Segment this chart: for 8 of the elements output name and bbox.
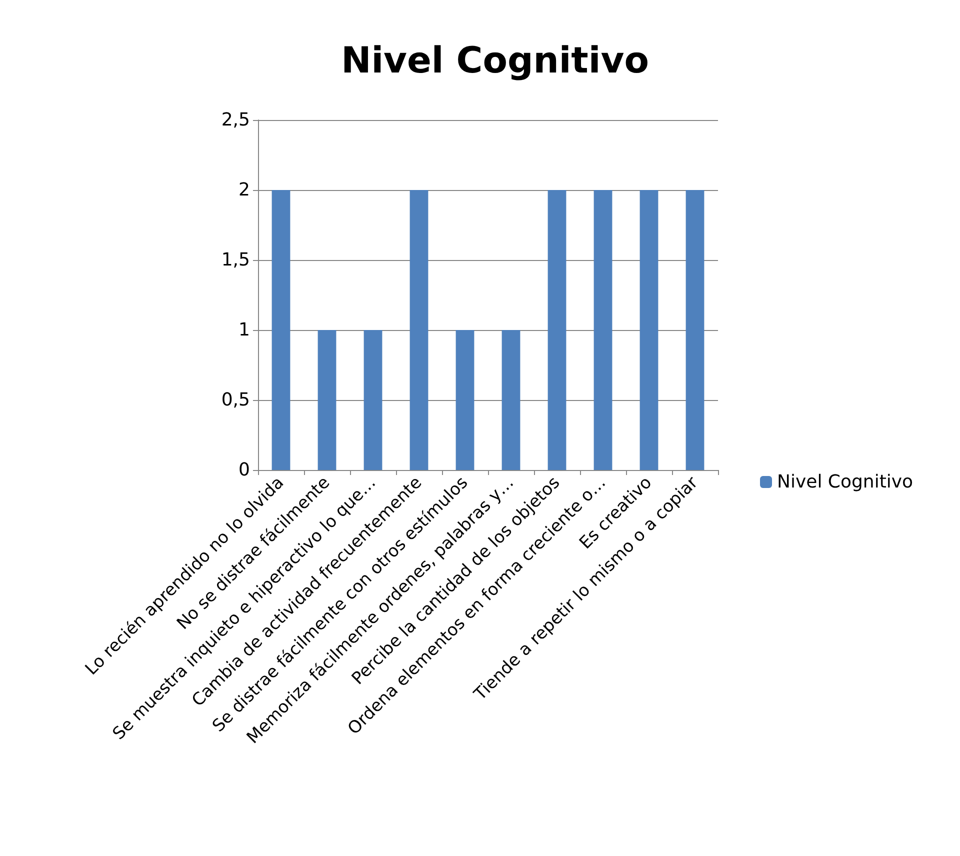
y-tick-label: 0 xyxy=(238,460,250,480)
y-tick-label: 0,5 xyxy=(221,390,250,410)
chart-title: Nivel Cognitivo xyxy=(341,40,649,82)
y-tick-label: 1,5 xyxy=(221,250,250,270)
y-tick-label: 2,5 xyxy=(221,110,250,130)
legend-label: Nivel Cognitivo xyxy=(777,472,914,492)
y-tick-label: 1 xyxy=(238,320,250,340)
y-tick-label: 2 xyxy=(238,180,250,200)
